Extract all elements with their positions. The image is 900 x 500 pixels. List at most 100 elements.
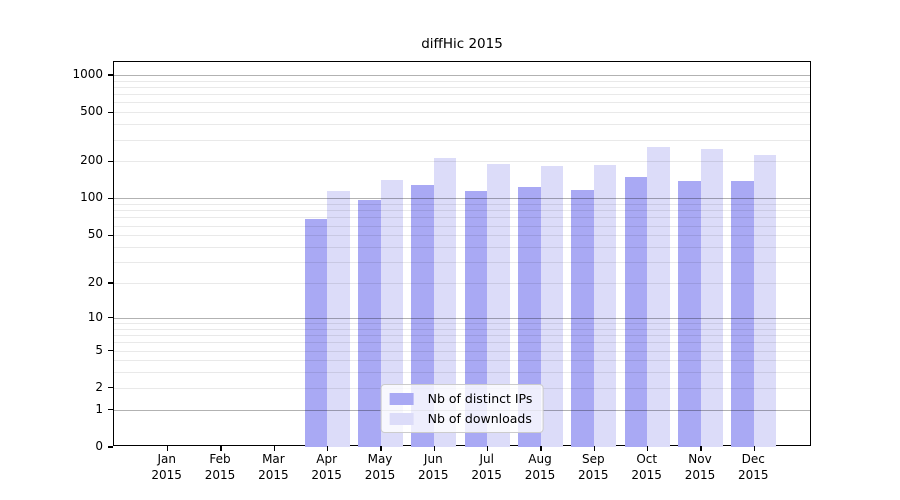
x-tick-nov xyxy=(700,446,702,452)
x-tick-label-line: 2015 xyxy=(738,467,769,482)
gridline-minor-800 xyxy=(114,86,810,88)
x-tick-label-line: 2015 xyxy=(151,467,182,482)
x-tick-jun xyxy=(433,446,435,452)
y-tick-label-500: 500 xyxy=(80,104,103,119)
bar-dec-downloads xyxy=(753,155,777,447)
y-tick-label-1: 1 xyxy=(95,401,103,416)
x-tick-label-line: Feb xyxy=(209,452,231,466)
gridline-minor-6 xyxy=(114,342,810,344)
gridline-minor-400 xyxy=(114,124,810,126)
x-tick-label-line: Apr xyxy=(316,452,338,466)
x-tick-label-jun: Jun 2015 xyxy=(401,452,465,483)
bar-sep-distinct-ips xyxy=(571,190,594,447)
x-tick-label-dec: Dec 2015 xyxy=(721,452,785,483)
y-tick-label-200: 200 xyxy=(80,153,103,168)
x-tick-label-line: 2015 xyxy=(471,467,502,482)
bar-sep-downloads xyxy=(593,165,617,447)
x-tick-label-line: May xyxy=(367,452,393,466)
legend-label-distinct-ips: Nb of distinct IPs xyxy=(427,391,533,406)
bar-dec-distinct-ips xyxy=(731,181,754,447)
bar-aug-distinct-ips xyxy=(518,186,541,447)
bar-may-distinct-ips xyxy=(358,200,381,447)
gridline-minor-300 xyxy=(114,139,810,141)
y-tick-label-10: 10 xyxy=(87,309,103,324)
bar-apr-distinct-ips xyxy=(304,218,328,447)
y-tick-label-20: 20 xyxy=(87,275,103,289)
bar-may-downloads xyxy=(380,180,403,447)
bar-jun-distinct-ips xyxy=(411,185,434,447)
gridline-minor-900 xyxy=(114,80,810,82)
gridline-minor-8 xyxy=(114,328,810,330)
gridline-minor-90 xyxy=(114,204,810,205)
y-tick-100 xyxy=(107,197,113,200)
x-tick-jul xyxy=(487,446,489,452)
y-tick-label-5: 5 xyxy=(95,342,103,357)
gridline-minor-9 xyxy=(114,323,810,324)
x-tick-label-line: Jul xyxy=(479,452,494,466)
x-tick-label-line: Mar xyxy=(262,452,285,466)
gridline-minor-20 xyxy=(114,283,810,284)
bar-jun-downloads xyxy=(433,157,457,447)
y-tick-1 xyxy=(107,409,113,411)
x-tick-label-line: 2015 xyxy=(418,467,449,482)
bar-jul-downloads xyxy=(487,163,510,447)
gridline-major-1000 xyxy=(114,74,810,76)
plot-area: Nb of distinct IPs Nb of downloads xyxy=(107,61,811,452)
x-tick-label-jan: Jan 2015 xyxy=(135,452,199,483)
y-tick-5 xyxy=(107,349,113,352)
x-tick-label-nov: Nov 2015 xyxy=(668,452,732,483)
x-tick-label-line: Sep xyxy=(581,452,605,466)
x-tick-label-line: 2015 xyxy=(524,467,556,482)
x-tick-label-line: Aug xyxy=(528,452,552,466)
x-tick-label-jul: Jul 2015 xyxy=(455,452,519,483)
x-tick-jan xyxy=(167,446,169,452)
gridline-major-10 xyxy=(114,317,810,319)
legend: Nb of distinct IPs Nb of downloads xyxy=(380,384,544,433)
gridline-minor-700 xyxy=(114,94,810,96)
x-tick-label-line: 2015 xyxy=(578,467,609,482)
chart-title: diffHic 2015 xyxy=(421,36,503,52)
legend-item-distinct-ips: Nb of distinct IPs xyxy=(389,391,533,406)
x-tick-aug xyxy=(540,446,542,452)
legend-swatch-distinct-ips xyxy=(389,392,414,405)
gridline-major-100 xyxy=(114,198,810,200)
legend-label-downloads: Nb of downloads xyxy=(427,411,532,426)
y-tick-label-1000: 1000 xyxy=(72,66,103,81)
x-tick-label-line: 2015 xyxy=(364,467,396,482)
x-tick-label-line: Dec xyxy=(741,452,765,466)
x-tick-label-feb: Feb 2015 xyxy=(188,452,252,483)
x-tick-mar xyxy=(273,446,276,452)
y-tick-200 xyxy=(107,160,113,162)
x-tick-label-line: 2015 xyxy=(631,467,662,482)
x-tick-apr xyxy=(327,446,329,452)
gridline-minor-80 xyxy=(114,210,810,212)
gridline-minor-3 xyxy=(114,372,810,374)
x-tick-label-line: 2015 xyxy=(204,467,236,482)
x-tick-label-line: Jun xyxy=(423,452,443,466)
bar-oct-distinct-ips xyxy=(624,176,648,447)
x-tick-label-line: Jan xyxy=(157,452,176,466)
gridline-minor-7 xyxy=(114,335,810,336)
y-tick-500 xyxy=(107,111,113,113)
gridline-minor-70 xyxy=(114,217,810,219)
gridline-minor-30 xyxy=(114,262,810,263)
y-tick-label-100: 100 xyxy=(80,190,103,205)
x-tick-label-line: 2015 xyxy=(311,467,342,482)
x-tick-feb xyxy=(220,446,222,452)
gridline-minor-50 xyxy=(114,235,810,237)
legend-swatch-downloads xyxy=(389,412,414,425)
gridline-minor-60 xyxy=(114,225,810,227)
y-tick-label-2: 2 xyxy=(95,379,103,394)
gridline-minor-600 xyxy=(114,102,810,104)
bar-aug-downloads xyxy=(540,165,563,447)
bar-nov-downloads xyxy=(700,148,723,447)
y-tick-20 xyxy=(107,282,113,284)
x-tick-may xyxy=(380,446,382,452)
y-tick-2 xyxy=(107,387,113,389)
x-tick-label-line: 2015 xyxy=(258,467,289,482)
x-tick-label-aug: Aug 2015 xyxy=(508,452,572,483)
x-tick-label-may: May 2015 xyxy=(348,452,412,483)
bar-jul-distinct-ips xyxy=(464,191,488,447)
gridline-minor-500 xyxy=(114,112,810,114)
